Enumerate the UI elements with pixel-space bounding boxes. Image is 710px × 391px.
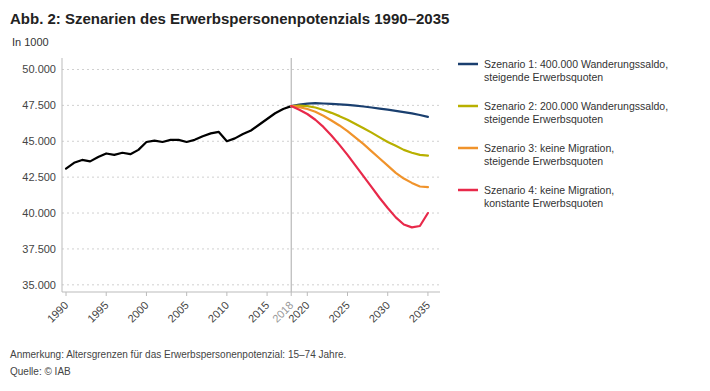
legend-swatch (458, 63, 478, 66)
legend-swatch (458, 105, 478, 108)
legend-entry: Szenario 4: keine Migration,konstante Er… (484, 184, 614, 209)
legend: Szenario 1: 400.000 Wanderungssaldo,stei… (458, 58, 668, 209)
y-tick-label: 37.500 (22, 243, 56, 255)
x-tick (347, 292, 348, 296)
lines (66, 103, 428, 227)
x-tick-label: 2010 (205, 299, 231, 325)
series-line (66, 106, 291, 168)
reference-line (291, 58, 292, 292)
legend-entry-line: steigende Erwerbsquoten (484, 71, 603, 83)
x-tick (106, 292, 107, 296)
series-line (291, 106, 428, 156)
grid-line (62, 105, 440, 106)
x-tick (186, 292, 187, 296)
legend-swatch (458, 147, 478, 150)
annotation: Quelle: © IAB (10, 366, 71, 377)
legend-entry-line: steigende Erwerbsquoten (484, 113, 603, 125)
legend-entry: Szenario 2: 200.000 Wanderungssaldo,stei… (484, 100, 668, 125)
x-axis-line (62, 292, 440, 293)
x-tick (267, 292, 268, 296)
legend-entry: Szenario 1: 400.000 Wanderungssaldo,stei… (484, 58, 668, 83)
x-tick (291, 292, 292, 296)
chart: Abb. 2: Szenarien des Erwerbspersonenpot… (0, 0, 710, 391)
y-tick-label: 45.000 (22, 135, 56, 147)
legend-entry-line: Szenario 4: keine Migration, (484, 184, 614, 196)
legend-entry-line: steigende Erwerbsquoten (484, 155, 603, 167)
y-tick-label: 42.500 (22, 171, 56, 183)
legend-swatch (458, 189, 478, 192)
x-tick-label: 2030 (366, 299, 392, 325)
grid-line (62, 141, 440, 142)
x-tick-label: 2025 (326, 299, 352, 325)
series-line (291, 106, 428, 227)
y-grid (62, 69, 440, 284)
x-tick (66, 292, 67, 296)
x-tick-label: 2020 (286, 299, 312, 325)
legend-entry: Szenario 3: keine Migration,steigende Er… (484, 142, 614, 167)
x-tick-label: 2000 (125, 299, 151, 325)
legend-entry-line: konstante Erwerbsquoten (484, 197, 603, 209)
y-tick-label: 35.000 (22, 279, 56, 291)
grid-line (62, 69, 440, 70)
grid-line (62, 213, 440, 214)
grid-line (62, 177, 440, 178)
x-tick (226, 292, 227, 296)
y-axis-line (62, 58, 63, 292)
x-tick-label: 1990 (45, 299, 71, 325)
x-tick-label: 2015 (246, 299, 272, 325)
legend-entry-line: Szenario 3: keine Migration, (484, 142, 614, 154)
y-axis-label: In 1000 (12, 36, 49, 48)
grid-line (62, 248, 440, 249)
annotation: Anmerkung: Altersgrenzen für das Erwerbs… (10, 349, 346, 360)
y-tick-label: 47.500 (22, 99, 56, 111)
x-tick (307, 292, 308, 296)
x-tick (427, 292, 428, 296)
y-tick-label: 40.000 (22, 207, 56, 219)
legend-entry-line: Szenario 1: 400.000 Wanderungssaldo, (484, 58, 668, 70)
y-tick-label: 50.000 (22, 63, 56, 75)
x-tick-label: 2005 (165, 299, 191, 325)
legend-entry-line: Szenario 2: 200.000 Wanderungssaldo, (484, 100, 668, 112)
x-tick (387, 292, 388, 296)
grid-line (62, 284, 440, 285)
title: Abb. 2: Szenarien des Erwerbspersonenpot… (10, 10, 449, 27)
x-tick-label: 1995 (85, 299, 111, 325)
x-tick-label: 2035 (407, 299, 433, 325)
x-tick (146, 292, 147, 296)
